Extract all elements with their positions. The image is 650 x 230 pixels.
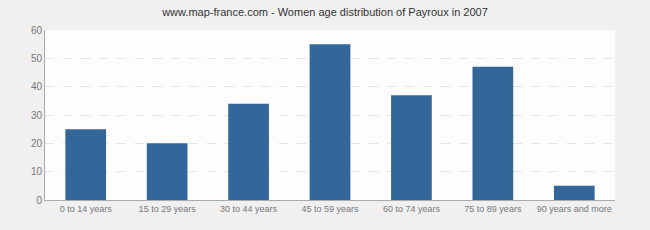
- svg-text:30 to 44 years: 30 to 44 years: [220, 204, 278, 214]
- svg-text:45 to 59 years: 45 to 59 years: [301, 204, 359, 214]
- svg-text:10: 10: [31, 166, 43, 177]
- svg-text:60 to 74 years: 60 to 74 years: [383, 204, 441, 214]
- svg-text:60: 60: [31, 25, 43, 36]
- svg-text:0: 0: [36, 195, 42, 206]
- svg-text:90 years and more: 90 years and more: [537, 204, 612, 214]
- svg-text:75 to 89 years: 75 to 89 years: [464, 204, 522, 214]
- svg-text:40: 40: [31, 81, 43, 92]
- svg-text:50: 50: [31, 53, 43, 64]
- svg-text:20: 20: [31, 138, 43, 149]
- svg-text:www.map-france.com - Women age: www.map-france.com - Women age distribut…: [161, 6, 488, 18]
- svg-text:0 to 14 years: 0 to 14 years: [60, 204, 113, 214]
- svg-text:15 to 29 years: 15 to 29 years: [139, 204, 197, 214]
- svg-text:30: 30: [31, 110, 43, 121]
